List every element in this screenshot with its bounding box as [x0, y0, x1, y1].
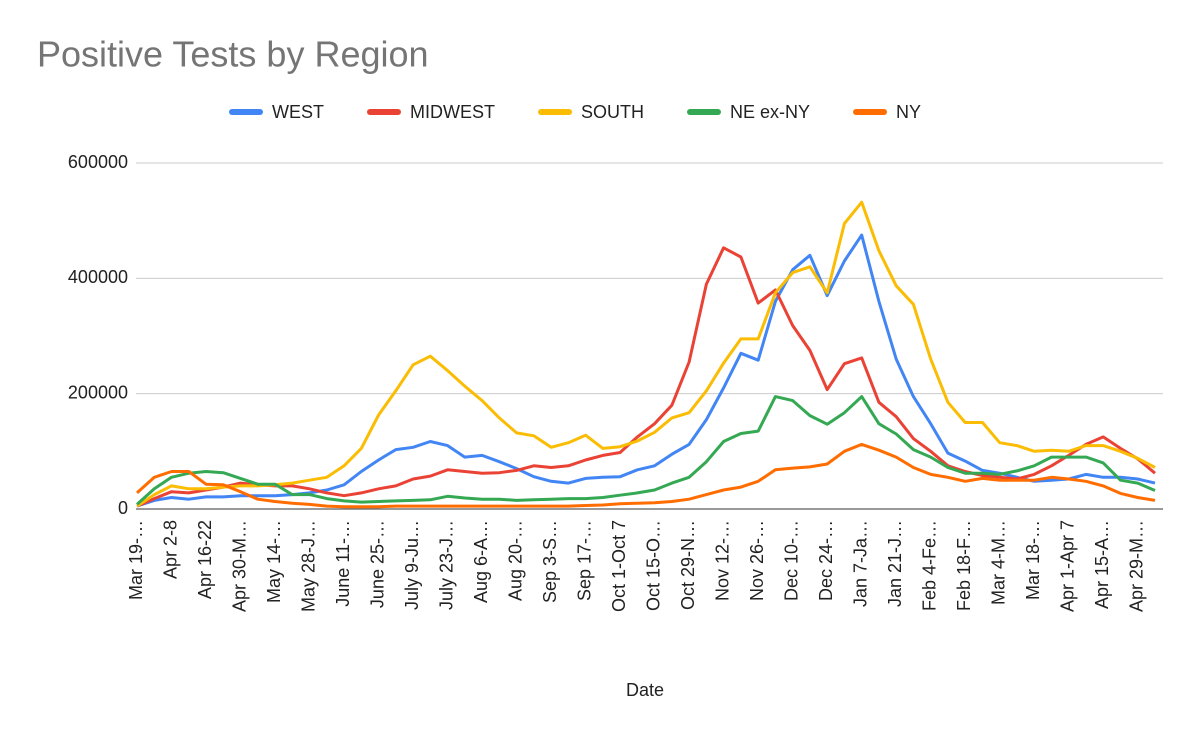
x-tick-label: Nov 12-…: [712, 520, 732, 601]
series-line: [135, 442, 1156, 509]
x-tick-label: Nov 26-…: [747, 520, 767, 601]
x-tick-label: Jan 21-J…: [885, 520, 905, 607]
series-line: [136, 200, 1156, 508]
x-tick-label: Oct 29-N…: [678, 520, 698, 610]
x-tick-label: Feb 18-F…: [954, 520, 974, 611]
y-tick-label: 0: [118, 498, 128, 518]
x-axis-title: Date: [626, 680, 664, 700]
x-tick-label: Apr 16-22: [195, 520, 215, 599]
x-tick-label: Mar 4-M…: [988, 520, 1008, 605]
x-tick-label: Sep 3-S…: [540, 520, 560, 603]
legend-label: NE ex-NY: [730, 102, 810, 122]
legend-label: MIDWEST: [410, 102, 495, 122]
x-tick-label: May 14-…: [264, 520, 284, 603]
x-tick-label: Mar 19-…: [126, 520, 146, 600]
x-tick-label: Mar 18-…: [1023, 520, 1043, 600]
x-tick-label: Aug 6-A…: [471, 520, 491, 603]
y-tick-label: 600000: [68, 152, 128, 172]
x-tick-label: Oct 1-Oct 7: [609, 520, 629, 612]
x-tick-label: Apr 2-8: [160, 520, 180, 579]
x-tick-label: Apr 1-Apr 7: [1057, 520, 1077, 612]
x-tick-label: Jan 7-Ja…: [850, 520, 870, 607]
x-tick-label: May 28-J…: [298, 520, 318, 612]
x-tick-label: Oct 15-O…: [643, 520, 663, 611]
x-tick-label: Feb 4-Fe…: [919, 520, 939, 611]
x-tick-label: Sep 17-…: [574, 520, 594, 601]
legend-label: SOUTH: [581, 102, 644, 122]
legend-label: NY: [896, 102, 921, 122]
x-tick-label: Apr 29-M…: [1126, 520, 1146, 612]
x-tick-label: Dec 24-…: [816, 520, 836, 601]
x-tick-label: July 9-Ju…: [402, 520, 422, 610]
y-tick-label: 200000: [68, 382, 128, 402]
x-tick-label: Aug 20-…: [505, 520, 525, 601]
x-tick-label: Apr 30-M…: [229, 520, 249, 612]
x-tick-label: Dec 10-…: [781, 520, 801, 601]
series-line: [136, 246, 1156, 508]
chart-title: Positive Tests by Region: [37, 34, 429, 75]
x-tick-label: Apr 15-A…: [1092, 520, 1112, 609]
x-tick-label: June 25-…: [367, 520, 387, 608]
x-tick-label: July 23-J…: [436, 520, 456, 610]
y-tick-label: 400000: [68, 267, 128, 287]
x-tick-label: June 11-…: [333, 520, 353, 607]
series-line: [135, 395, 1156, 506]
legend-label: WEST: [272, 102, 324, 122]
